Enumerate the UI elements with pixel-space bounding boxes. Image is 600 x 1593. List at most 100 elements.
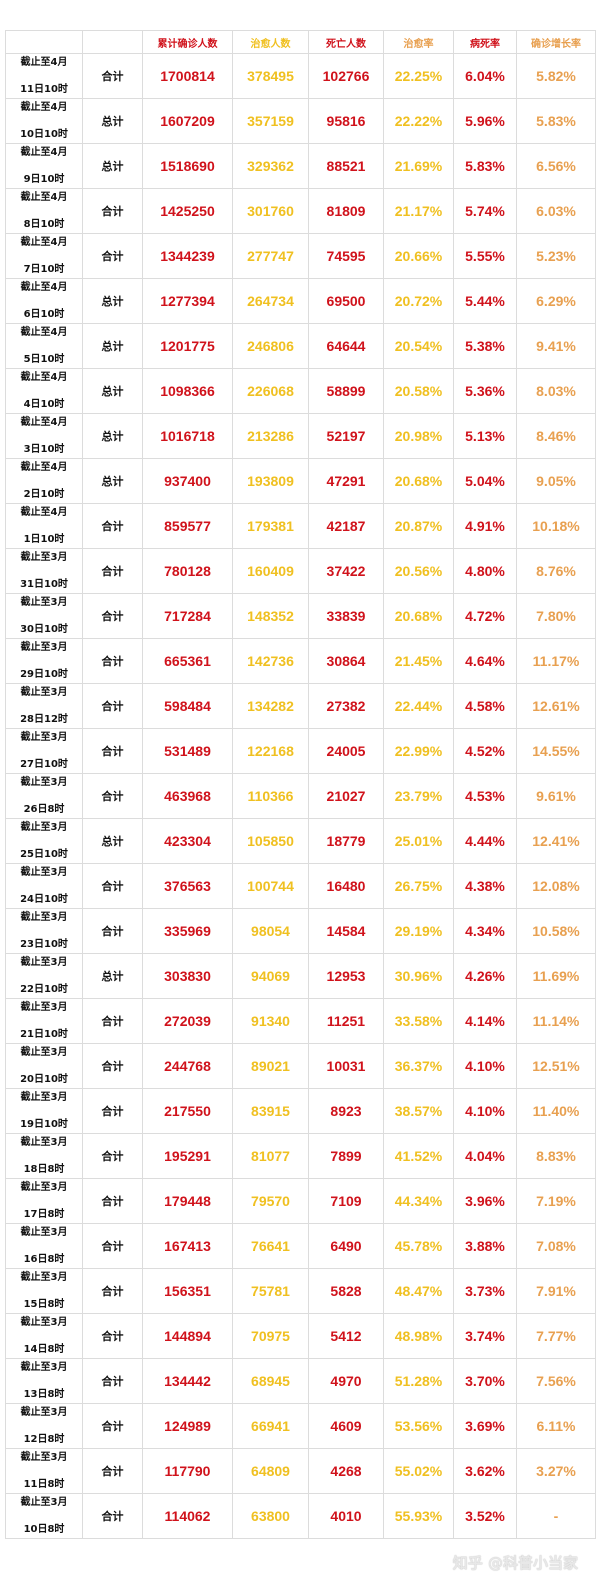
table-row: 截止至3月 18日8时 合计 195291 81077 7899 41.52% 4.04% 8.…	[5, 1133, 596, 1179]
date-cell: 截止至4月 5日10时	[5, 323, 83, 369]
date-line: 截止至3月	[20, 1182, 68, 1193]
value-cell: 95816	[308, 98, 384, 144]
value-cell: 780128	[142, 548, 233, 594]
table-row: 截止至4月 6日10时 总计 1277394 264734 69500 20.72% 5.44…	[5, 278, 596, 324]
value-cell: 7899	[308, 1133, 384, 1179]
value-cell: 4.44%	[453, 818, 517, 864]
value-cell: 6.04%	[453, 53, 517, 99]
value-cell: 4010	[308, 1493, 384, 1539]
value-cell: 4.04%	[453, 1133, 517, 1179]
value-cell: 69500	[308, 278, 384, 324]
date-line: 9日10时	[23, 174, 65, 185]
date-line: 截止至4月	[20, 57, 68, 68]
table-row: 截止至4月 9日10时 总计 1518690 329362 88521 21.69% 5.83…	[5, 143, 596, 189]
value-cell: 70975	[232, 1313, 309, 1359]
value-cell: 1344239	[142, 233, 233, 279]
value-cell: 4.10%	[453, 1088, 517, 1134]
value-cell: 277747	[232, 233, 309, 279]
value-cell: 3.73%	[453, 1268, 517, 1314]
value-cell: 16480	[308, 863, 384, 909]
header-cell: 治愈率	[383, 30, 454, 54]
value-cell: 98054	[232, 908, 309, 954]
value-cell: 1098366	[142, 368, 233, 414]
value-cell: 301760	[232, 188, 309, 234]
total-label: 总计	[82, 413, 143, 459]
value-cell: 531489	[142, 728, 233, 774]
table-row: 截止至3月 12日8时 合计 124989 66941 4609 53.56% 3.69% 6.…	[5, 1403, 596, 1449]
value-cell: 167413	[142, 1223, 233, 1269]
date-cell: 截止至3月 27日10时	[5, 728, 83, 774]
value-cell: 7109	[308, 1178, 384, 1224]
date-line: 31日10时	[20, 579, 68, 590]
value-cell: 105850	[232, 818, 309, 864]
value-cell: 7.19%	[516, 1178, 596, 1224]
date-line: 27日10时	[20, 759, 68, 770]
date-line: 截止至3月	[20, 867, 68, 878]
value-cell: 79570	[232, 1178, 309, 1224]
date-line: 23日10时	[20, 939, 68, 950]
date-cell: 截止至4月 8日10时	[5, 188, 83, 234]
value-cell: 4.10%	[453, 1043, 517, 1089]
value-cell: 246806	[232, 323, 309, 369]
value-cell: 1425250	[142, 188, 233, 234]
date-line: 截止至3月	[20, 642, 68, 653]
date-cell: 截止至3月 10日8时	[5, 1493, 83, 1539]
value-cell: 110366	[232, 773, 309, 819]
date-cell: 截止至4月 1日10时	[5, 503, 83, 549]
total-label: 合计	[82, 1448, 143, 1494]
total-label: 总计	[82, 98, 143, 144]
value-cell: 24005	[308, 728, 384, 774]
value-cell: 4.91%	[453, 503, 517, 549]
value-cell: 160409	[232, 548, 309, 594]
table-row: 截止至3月 30日10时 合计 717284 148352 33839 20.68% 4.72…	[5, 593, 596, 639]
value-cell: 6.56%	[516, 143, 596, 189]
value-cell: 1518690	[142, 143, 233, 189]
value-cell: 5.38%	[453, 323, 517, 369]
table-row: 截止至3月 19日10时 合计 217550 83915 8923 38.57% 4.10% 1…	[5, 1088, 596, 1134]
value-cell: 22.44%	[383, 683, 454, 729]
value-cell: 36.37%	[383, 1043, 454, 1089]
date-cell: 截止至3月 12日8时	[5, 1403, 83, 1449]
value-cell: 4.34%	[453, 908, 517, 954]
date-line: 14日8时	[23, 1344, 65, 1355]
date-line: 1日10时	[23, 534, 65, 545]
date-line: 16日8时	[23, 1254, 65, 1265]
value-cell: 179448	[142, 1178, 233, 1224]
value-cell: 5.96%	[453, 98, 517, 144]
value-cell: 8923	[308, 1088, 384, 1134]
value-cell: 12.41%	[516, 818, 596, 864]
date-line: 26日8时	[23, 804, 65, 815]
date-line: 截止至4月	[20, 192, 68, 203]
date-line: 22日10时	[20, 984, 68, 995]
value-cell: 3.74%	[453, 1313, 517, 1359]
value-cell: 244768	[142, 1043, 233, 1089]
value-cell: 1700814	[142, 53, 233, 99]
value-cell: 20.66%	[383, 233, 454, 279]
value-cell: 14.55%	[516, 728, 596, 774]
total-label: 合计	[82, 1313, 143, 1359]
value-cell: 68945	[232, 1358, 309, 1404]
value-cell: 26.75%	[383, 863, 454, 909]
header-cell: 治愈人数	[232, 30, 309, 54]
value-cell: 12.61%	[516, 683, 596, 729]
value-cell: 665361	[142, 638, 233, 684]
total-label: 合计	[82, 1223, 143, 1269]
date-cell: 截止至3月 24日10时	[5, 863, 83, 909]
date-cell: 截止至3月 23日10时	[5, 908, 83, 954]
value-cell: 5828	[308, 1268, 384, 1314]
date-cell: 截止至3月 22日10时	[5, 953, 83, 999]
value-cell: 9.41%	[516, 323, 596, 369]
value-cell: 3.52%	[453, 1493, 517, 1539]
table-row: 截止至3月 28日12时 合计 598484 134282 27382 22.44% 4.58…	[5, 683, 596, 729]
date-line: 3日10时	[23, 444, 65, 455]
value-cell: 11.69%	[516, 953, 596, 999]
value-cell: 25.01%	[383, 818, 454, 864]
table-row: 截止至3月 21日10时 合计 272039 91340 11251 33.58% 4.14%…	[5, 998, 596, 1044]
table-row: 截止至4月 10日10时 总计 1607209 357159 95816 22.22% 5.9…	[5, 98, 596, 144]
date-line: 5日10时	[23, 354, 65, 365]
value-cell: 5.74%	[453, 188, 517, 234]
value-cell: 29.19%	[383, 908, 454, 954]
value-cell: 3.69%	[453, 1403, 517, 1449]
table-row: 截止至3月 11日8时 合计 117790 64809 4268 55.02% 3.62% 3.…	[5, 1448, 596, 1494]
total-label: 合计	[82, 593, 143, 639]
